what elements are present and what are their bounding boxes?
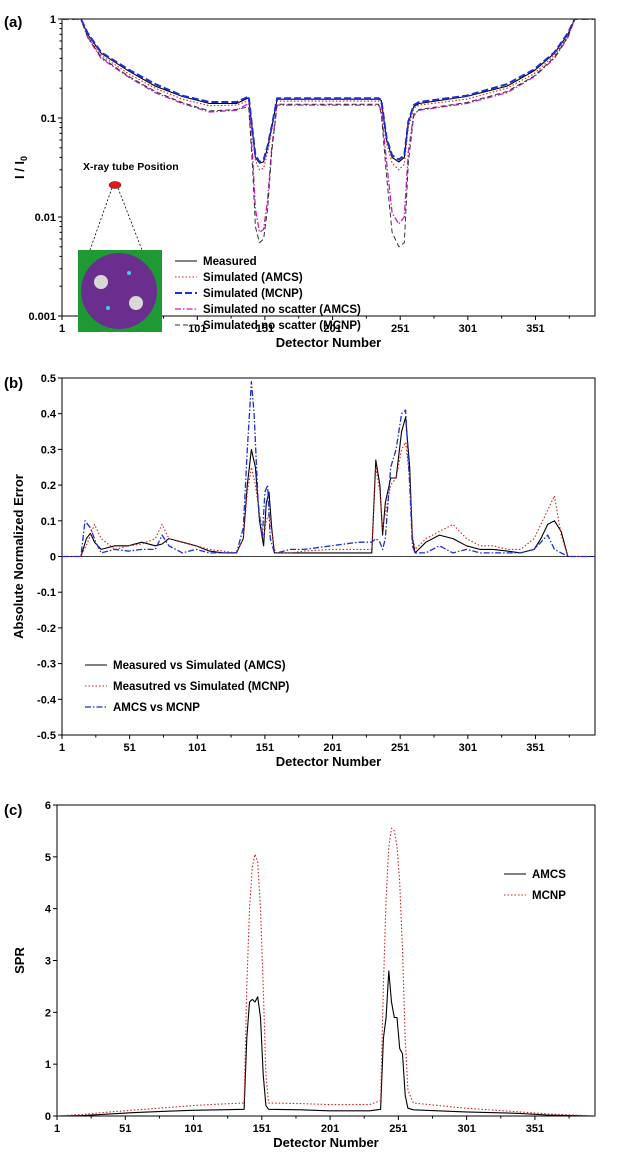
beam-line-right [117, 187, 143, 251]
x-tick-label: 251 [391, 742, 409, 754]
x-tick-label: 151 [253, 1123, 271, 1135]
x-tick-label: 201 [323, 323, 341, 335]
y-axis-title-subscript: 0 [19, 156, 29, 161]
y-tick-label: 5 [45, 852, 51, 864]
y-tick-label: 0.4 [41, 409, 57, 421]
series-line-3 [62, 19, 595, 163]
legend-label: Measutred vs Simulated (MCNP) [113, 681, 290, 693]
y-tick-label: 0.1 [41, 113, 56, 125]
x-tick-label: 1 [59, 323, 65, 335]
phantom-body [81, 253, 157, 329]
y-tick-label: -0.1 [37, 587, 56, 599]
legend-label: Simulated (AMCS) [203, 272, 303, 284]
phantom-insert [127, 271, 131, 275]
panel-c: (c)1 51 101 151 201 251 301 3510123456Detector … [4, 800, 596, 1150]
legend-label: Simulated no scatter (MCNP) [203, 320, 361, 332]
y-axis-title: I / I0 [12, 156, 29, 179]
x-tick-label: 351 [526, 742, 544, 754]
series-line-3 [62, 380, 595, 558]
x-tick-label: 1 [54, 1123, 60, 1135]
x-tick-label: 51 [124, 742, 136, 754]
x-tick-label: 301 [459, 323, 477, 335]
series-line-2 [62, 19, 595, 171]
legend-label: AMCS [532, 869, 566, 881]
panel-a: (a)1511011512012513013510.0010.010.11Det… [4, 14, 596, 350]
series-line-5 [62, 19, 595, 248]
y-tick-label: -0.4 [37, 694, 57, 706]
plot-frame [61, 18, 596, 317]
panel-b: (b)1 51 101 151 201 251 301 351-0.5-0.4-0.3-0.2… [4, 373, 596, 769]
y-tick-label: 2 [45, 1007, 51, 1019]
y-axis-title: Absolute Normalized Error [11, 474, 26, 639]
panel-label: (b) [4, 375, 23, 392]
x-tick-label: 201 [321, 1123, 339, 1135]
y-tick-label: 0 [45, 1111, 51, 1123]
x-axis-title: Detector Number [276, 754, 381, 769]
legend-label: Measured [203, 256, 257, 268]
y-tick-label: 4 [45, 904, 52, 916]
x-tick-label: 151 [256, 323, 274, 335]
plot-frame [56, 804, 596, 1117]
x-tick-label: 351 [526, 323, 544, 335]
legend-label: AMCS vs MCNP [113, 702, 200, 714]
y-tick-label: 1 [50, 14, 56, 26]
series-line-2 [57, 827, 595, 1116]
x-tick-label: 251 [389, 1123, 407, 1135]
y-tick-label: 0.001 [28, 311, 56, 323]
series-line-2 [62, 441, 595, 558]
y-tick-label: -0.5 [37, 730, 56, 742]
x-axis-title: Detector Number [273, 1135, 378, 1150]
x-tick-label: 251 [391, 323, 409, 335]
y-tick-label: -0.3 [37, 659, 56, 671]
y-tick-label: 0.01 [35, 212, 56, 224]
x-tick-label: 51 [119, 1123, 131, 1135]
x-tick-label: 151 [256, 742, 274, 754]
x-tick-label: 301 [459, 742, 477, 754]
legend-label: Simulated (MCNP) [203, 288, 303, 300]
legend-label: Simulated no scatter (AMCS) [203, 304, 361, 316]
y-tick-label: 0.3 [41, 444, 56, 456]
panel-label: (c) [4, 802, 22, 819]
panel-label: (a) [4, 14, 22, 31]
y-axis-title: SPR [12, 947, 27, 974]
x-tick-label: 201 [323, 742, 341, 754]
y-tick-label: 1 [45, 1059, 51, 1071]
legend-label: Measured vs Simulated (AMCS) [113, 660, 286, 672]
y-axis-title-main: I / I [12, 161, 27, 179]
phantom-insert [94, 275, 108, 289]
phantom-insert [106, 306, 110, 310]
x-tick-label: 101 [188, 742, 206, 754]
series-line-4 [62, 19, 595, 233]
y-tick-label: 0.1 [41, 516, 56, 528]
y-tick-label: 0 [50, 552, 56, 564]
x-tick-label: 101 [184, 1123, 202, 1135]
inset-label: X-ray tube Position [83, 161, 179, 173]
series-line-1 [62, 19, 595, 164]
legend-label: MCNP [532, 890, 566, 902]
beam-line-left [89, 187, 113, 251]
y-tick-label: -0.2 [37, 623, 56, 635]
xray-tube-marker [108, 181, 122, 189]
x-axis-title: Detector Number [276, 335, 381, 350]
y-tick-label: 3 [45, 956, 51, 968]
series-line-1 [62, 416, 595, 558]
phantom-insert [129, 296, 143, 310]
y-axis-title-main: SPR [12, 947, 27, 974]
x-tick-label: 1 [59, 742, 65, 754]
y-tick-label: 0.2 [41, 480, 56, 492]
x-tick-label: 101 [188, 323, 206, 335]
x-tick-label: 351 [526, 1123, 544, 1135]
y-tick-label: 0.5 [41, 373, 56, 385]
series-line-1 [57, 970, 595, 1116]
x-tick-label: 301 [457, 1123, 475, 1135]
y-tick-label: 6 [45, 800, 51, 812]
y-axis-title-main: Absolute Normalized Error [11, 474, 26, 639]
